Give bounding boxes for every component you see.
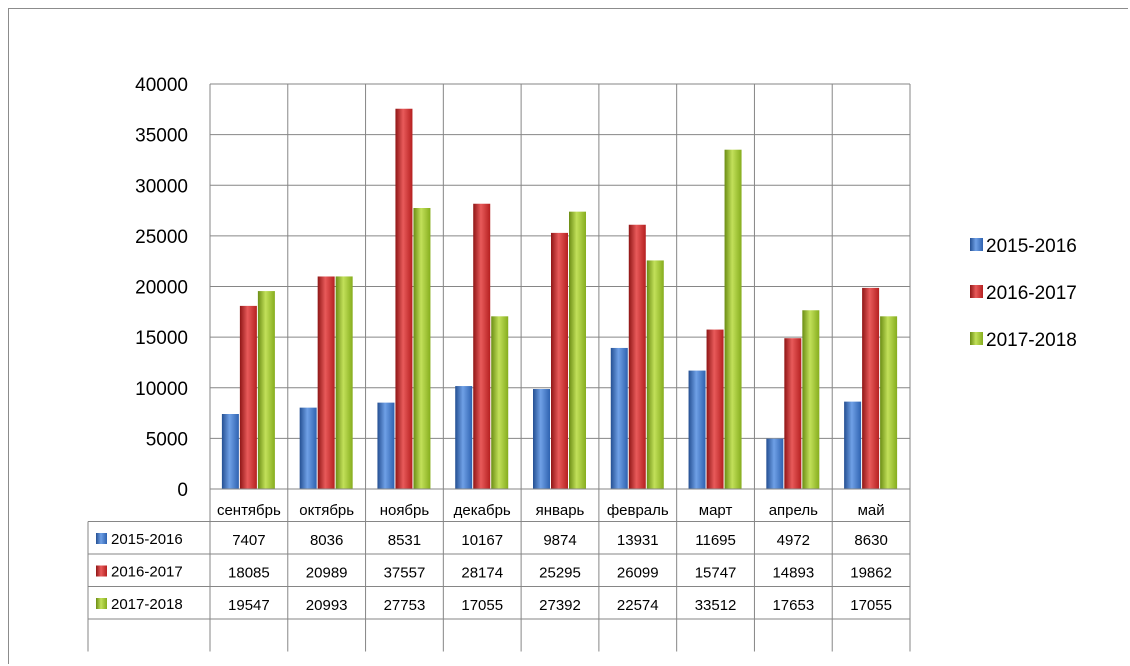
y-tick-label: 20000 <box>135 278 188 299</box>
chart-frame <box>8 8 1128 664</box>
bar-2016-2017-октябрь <box>317 276 335 489</box>
bar-2016-2017-сентябрь <box>239 305 257 489</box>
legend-key <box>970 332 983 345</box>
legend-label: 2015-2016 <box>986 236 1077 257</box>
x-category-label: ноябрь <box>380 502 430 519</box>
data-label: 27753 <box>384 597 426 614</box>
row-label: 2015-2016 <box>111 531 183 548</box>
y-axis-ticks: 0 5000 10000 15000 20000 25000 30000 35000 40000 <box>135 75 188 501</box>
data-label: 20993 <box>306 597 348 614</box>
x-category-label: май <box>858 502 885 519</box>
data-label: 19547 <box>228 597 270 614</box>
y-tick-label: 30000 <box>135 176 188 197</box>
y-tick-label: 35000 <box>135 126 188 147</box>
bar-2015-2016-февраль <box>610 347 628 489</box>
x-category-label: февраль <box>607 502 669 519</box>
row-legend-key <box>96 533 107 544</box>
y-tick-label: 25000 <box>135 227 188 248</box>
bar-2016-2017-апрель <box>784 338 802 489</box>
y-tick-label: 10000 <box>135 379 188 400</box>
bar-2016-2017-ноябрь <box>395 108 413 489</box>
bar-2017-2018-декабрь <box>491 316 509 489</box>
legend: 2015-2016 2016-2017 2017-2018 <box>970 236 1077 351</box>
data-label: 9874 <box>543 532 576 549</box>
bar-2017-2018-май <box>880 316 898 489</box>
bar-2015-2016-октябрь <box>299 407 317 489</box>
y-tick-label: 15000 <box>135 328 188 349</box>
y-tick-label: 40000 <box>135 75 188 96</box>
data-label: 22574 <box>617 597 659 614</box>
legend-key <box>970 285 983 298</box>
data-label: 17055 <box>461 597 503 614</box>
data-label: 25295 <box>539 565 581 582</box>
data-label: 17055 <box>850 597 892 614</box>
data-label: 13931 <box>617 532 659 549</box>
x-category-label: январь <box>536 502 585 519</box>
data-label: 11695 <box>695 532 736 549</box>
data-label: 33512 <box>695 597 737 614</box>
y-tick-label: 0 <box>177 480 188 501</box>
x-category-label: сентябрь <box>217 502 281 519</box>
bar-2017-2018-март <box>724 149 742 490</box>
bar-2015-2016-декабрь <box>455 386 473 489</box>
bars <box>221 108 898 490</box>
bar-2015-2016-ноябрь <box>377 402 395 489</box>
bar-2017-2018-январь <box>569 211 586 489</box>
data-label: 7407 <box>232 532 265 549</box>
bar-2016-2017-февраль <box>628 224 646 489</box>
data-label: 19862 <box>850 565 892 582</box>
bar-2017-2018-октябрь <box>335 276 353 489</box>
data-label: 20989 <box>306 565 348 582</box>
bar-2017-2018-ноябрь <box>413 208 431 490</box>
legend-key <box>970 238 983 251</box>
legend-label: 2016-2017 <box>986 283 1077 304</box>
row-legend-key <box>96 565 107 577</box>
data-label: 8630 <box>854 532 887 549</box>
bar-2015-2016-март <box>688 370 706 489</box>
x-category-label: октябрь <box>299 502 354 519</box>
bar-2016-2017-май <box>862 287 880 489</box>
y-tick-label: 5000 <box>146 429 188 450</box>
bar-2016-2017-декабрь <box>473 203 491 489</box>
bar-2015-2016-апрель <box>766 438 784 489</box>
data-label: 18085 <box>228 565 270 582</box>
data-label: 28174 <box>461 565 503 582</box>
bar-2016-2017-январь <box>551 232 568 489</box>
x-category-label: март <box>699 502 733 519</box>
x-category-label: декабрь <box>454 502 511 519</box>
data-label: 26099 <box>617 565 659 582</box>
data-label: 8531 <box>388 532 421 549</box>
bar-2016-2017-март <box>706 329 724 489</box>
row-legend-key <box>96 598 107 609</box>
bar-2015-2016-сентябрь <box>221 414 239 489</box>
bar-2015-2016-январь <box>533 389 550 489</box>
data-label: 14893 <box>772 565 814 582</box>
bar-2015-2016-май <box>844 401 862 489</box>
data-label: 15747 <box>695 565 737 582</box>
data-label: 10167 <box>461 532 503 549</box>
bar-2017-2018-апрель <box>802 310 820 489</box>
data-label: 8036 <box>310 532 343 549</box>
data-label: 4972 <box>777 532 810 549</box>
bar-2017-2018-февраль <box>646 260 664 489</box>
bar-2017-2018-сентябрь <box>257 291 275 489</box>
legend-label: 2017-2018 <box>986 330 1077 351</box>
data-label: 27392 <box>539 597 581 614</box>
data-label: 17653 <box>772 597 814 614</box>
row-label: 2017-2018 <box>111 596 183 613</box>
row-label: 2016-2017 <box>111 564 183 581</box>
data-table: сентябрь октябрь ноябрь декабрь январь феврал… <box>87 84 911 652</box>
x-category-label: апрель <box>769 502 818 519</box>
data-label: 37557 <box>384 565 426 582</box>
